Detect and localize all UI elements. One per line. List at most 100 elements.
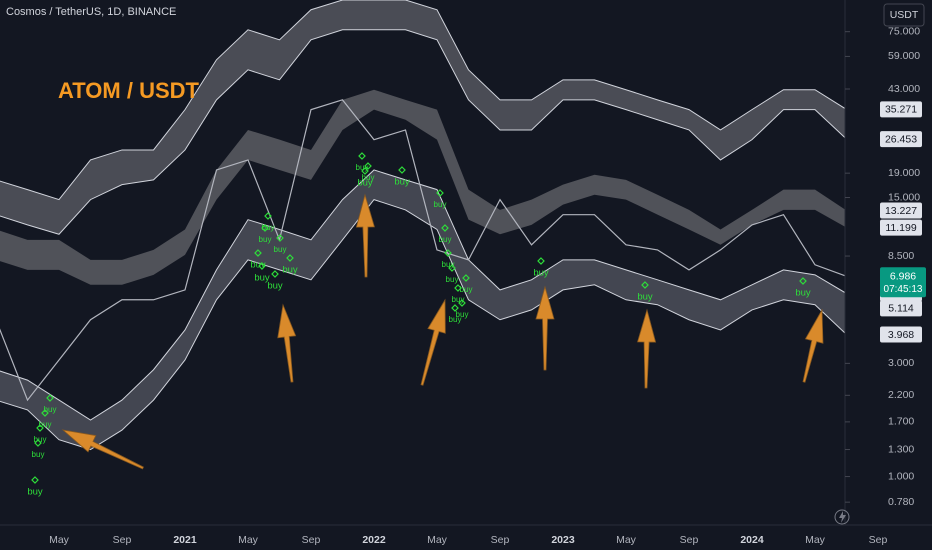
signal-label: buy [439, 235, 452, 244]
x-tick-label: May [49, 534, 70, 546]
y-tick-label: 59.000 [888, 50, 920, 62]
signal-diamond [254, 249, 262, 257]
signal-diamond [46, 394, 54, 402]
y-tick-label: 1.700 [888, 416, 914, 428]
y-tick-label: 19.000 [888, 167, 920, 179]
arrow [802, 308, 824, 383]
signal-diamond [462, 274, 470, 282]
y-tick-label: 43.000 [888, 83, 920, 95]
signal-label: buy [357, 178, 373, 189]
signal-label: buy [394, 177, 410, 188]
signal-diamond [537, 257, 545, 265]
price-label: 35.271 [885, 104, 917, 116]
y-tick-label: 75.000 [888, 25, 920, 37]
signal-diamond [454, 284, 462, 292]
signal-diamond [458, 299, 466, 307]
signal-label: buy [533, 268, 549, 279]
signal-label: buy [449, 315, 462, 324]
arrow [277, 303, 297, 383]
signal-diamond [398, 166, 406, 174]
price-line [0, 99, 845, 402]
x-tick-label: 2023 [551, 534, 575, 546]
signal-label: buy [434, 200, 447, 209]
price-label: 26.453 [885, 133, 917, 145]
signal-diamond [34, 439, 42, 447]
x-tick-label: Sep [680, 534, 699, 546]
arrows [61, 193, 824, 470]
signal-diamond [361, 167, 369, 175]
signal-diamond [641, 281, 649, 289]
x-tick-label: Sep [491, 534, 510, 546]
signal-label: buy [282, 265, 298, 276]
signal-diamond [448, 264, 456, 272]
x-tick-label: 2022 [362, 534, 386, 546]
price-label-box [880, 219, 922, 236]
y-tick-label: 1.000 [888, 470, 914, 482]
last-price-label: 6.986 [890, 271, 916, 283]
signal-label: buy [460, 285, 473, 294]
signal-diamond [41, 409, 49, 417]
signal-label: buy [274, 245, 287, 254]
countdown-label: 07:45:13 [884, 284, 923, 295]
price-label: 3.968 [888, 329, 914, 341]
price-label: 13.227 [885, 205, 917, 217]
x-tick-label: May [616, 534, 637, 546]
arrow [61, 429, 144, 470]
last-price-box [880, 267, 926, 298]
signal-diamond [444, 249, 452, 257]
y-tick-label: 3.000 [888, 357, 914, 369]
signal-label: buy [39, 420, 52, 429]
signal-diamond [364, 162, 372, 170]
signal-label: buy [362, 173, 375, 182]
arrow [355, 193, 375, 278]
y-tick-label: 1.300 [888, 443, 914, 455]
plot-area [0, 0, 845, 451]
alert-icon[interactable] [834, 509, 850, 525]
signal-diamond [358, 152, 366, 160]
signal-diamond [451, 304, 459, 312]
currency-button[interactable] [883, 3, 925, 27]
x-tick-label: May [238, 534, 259, 546]
chart-title: Cosmos / TetherUS, 1D, BINANCE [6, 6, 176, 18]
x-tick-label: May [805, 534, 826, 546]
currency-label[interactable]: USDT [890, 9, 919, 21]
y-tick-label: 8.500 [888, 250, 914, 262]
signal-label: buy [356, 163, 369, 172]
signal-diamond [276, 234, 284, 242]
signal-diamond [286, 254, 294, 262]
signal-label: buy [446, 275, 459, 284]
price-label: 11.199 [885, 222, 916, 234]
price-label-box [880, 202, 922, 219]
icon-circle[interactable] [834, 509, 850, 525]
signal-label: buy [442, 260, 455, 269]
band-area [0, 0, 845, 235]
signal-diamond [258, 262, 266, 270]
signal-label: buy [267, 281, 283, 292]
x-tick-label: Sep [869, 534, 888, 546]
x-tick-label: Sep [113, 534, 132, 546]
band-upper-line [0, 0, 845, 201]
x-tick-label: 2021 [173, 534, 197, 546]
signal-label: buy [259, 235, 272, 244]
price-label-box [880, 300, 922, 317]
price-label-box [880, 131, 922, 148]
band-lower-line [0, 29, 845, 235]
signal-label: buy [254, 273, 270, 284]
y-tick-label: 15.000 [888, 191, 920, 203]
signal-diamond [436, 189, 444, 197]
signal-diamond [264, 212, 272, 220]
icon-bolt[interactable] [839, 511, 846, 523]
signal-label: buy [637, 292, 653, 303]
band-area [0, 89, 845, 285]
signal-label: buy [44, 405, 57, 414]
signal-diamond [31, 476, 39, 484]
arrow [637, 308, 657, 389]
signal-label: buy [795, 288, 811, 299]
signal-label: buy [456, 310, 469, 319]
x-tick-label: 2024 [740, 534, 764, 546]
arrow [535, 285, 555, 371]
signal-label: buy [27, 487, 43, 498]
y-tick-label: 0.780 [888, 496, 914, 508]
